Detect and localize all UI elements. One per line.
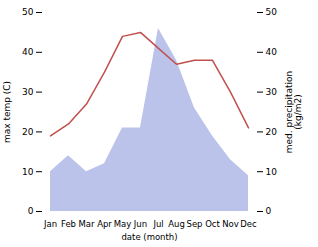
svg-text:Jun: Jun: [133, 219, 147, 229]
svg-text:10: 10: [266, 167, 278, 177]
svg-text:max temp (C): max temp (C): [2, 81, 12, 143]
svg-text:20: 20: [22, 127, 34, 137]
svg-text:Sep: Sep: [186, 219, 202, 229]
svg-text:May: May: [114, 219, 132, 229]
svg-text:30: 30: [266, 87, 278, 97]
svg-text:date (month): date (month): [121, 232, 177, 242]
svg-text:10: 10: [22, 167, 34, 177]
svg-text:50: 50: [266, 7, 278, 17]
svg-text:Feb: Feb: [61, 219, 76, 229]
svg-text:50: 50: [22, 7, 34, 17]
svg-text:20: 20: [266, 127, 278, 137]
svg-text:Dec: Dec: [240, 219, 257, 229]
svg-text:30: 30: [22, 87, 34, 97]
svg-text:Mar: Mar: [78, 219, 95, 229]
svg-text:Jul: Jul: [152, 219, 163, 229]
svg-text:0: 0: [266, 206, 272, 216]
svg-text:med. precipitation(kg/m2): med. precipitation(kg/m2): [284, 71, 303, 153]
svg-text:Oct: Oct: [205, 219, 220, 229]
svg-text:40: 40: [22, 47, 34, 57]
svg-text:40: 40: [266, 47, 278, 57]
svg-text:Nov: Nov: [222, 219, 239, 229]
svg-text:Jan: Jan: [43, 219, 57, 229]
svg-text:Apr: Apr: [97, 219, 112, 229]
svg-text:0: 0: [28, 206, 34, 216]
svg-text:Aug: Aug: [168, 219, 185, 229]
